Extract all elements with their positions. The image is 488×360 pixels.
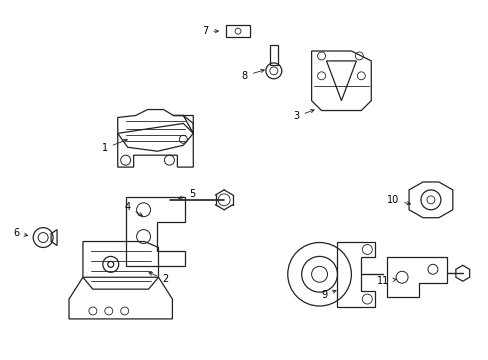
Text: 10: 10 — [386, 195, 409, 205]
Text: 2: 2 — [149, 273, 168, 284]
Text: 7: 7 — [202, 26, 218, 36]
Text: 3: 3 — [293, 109, 313, 121]
Text: 5: 5 — [179, 189, 195, 199]
Text: 6: 6 — [13, 228, 28, 238]
Text: 4: 4 — [124, 202, 142, 216]
Text: 8: 8 — [242, 69, 264, 81]
Text: 11: 11 — [376, 276, 395, 286]
Text: 9: 9 — [321, 290, 335, 300]
Text: 1: 1 — [102, 139, 127, 153]
